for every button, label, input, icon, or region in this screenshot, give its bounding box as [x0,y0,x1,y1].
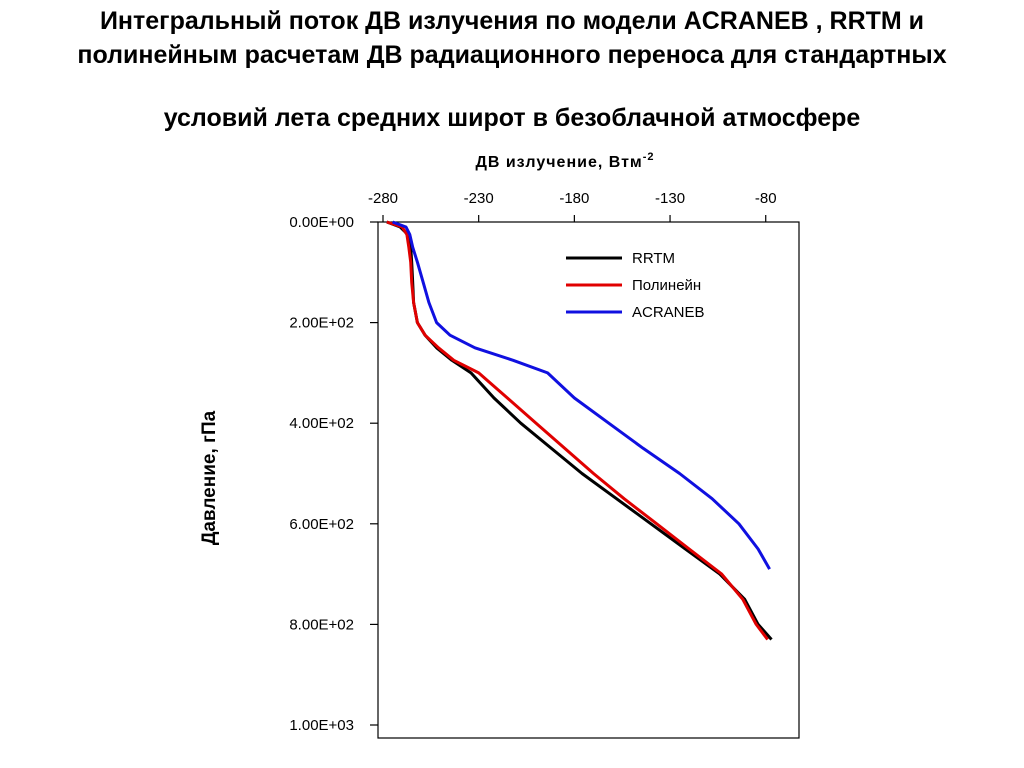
x-tick-label: -230 [464,190,494,207]
x-axis-label-text: ДВ излучение, Втм [475,154,642,171]
legend-label: RRTM [632,250,675,267]
legend-label: Полинейн [632,277,701,294]
y-tick-label: 0.00E+00 [289,214,354,231]
legend: RRTM Полинейн ACRANEB [566,250,705,321]
x-tick-label: -130 [655,190,685,207]
x-tick-label: -80 [755,190,777,207]
y-axis-label: Давление, гПа [199,410,220,545]
x-axis: -280 -230 -180 -130 -80 [368,190,777,222]
chart-title-line-2: полинейным расчетам ДВ радиационного пер… [77,41,947,69]
series-lines [386,220,773,641]
y-axis: 0.00E+00 2.00E+02 4.00E+02 6.00E+02 8.00E+02… [289,214,378,734]
y-tick-label: 6.00E+02 [289,516,354,533]
y-tick-label: 8.00E+02 [289,616,354,633]
plot-frame [377,221,800,739]
x-axis-label-superscript: -2 [643,151,655,163]
x-tick-label: -180 [559,190,589,207]
y-tick-label: 2.00E+02 [289,315,354,332]
x-tick-label: -280 [368,190,398,207]
chart-title-line-3: условий лета средних широт в безоблачной… [163,104,861,132]
y-tick-label: 4.00E+02 [289,415,354,432]
x-axis-label: ДВ излучение, Втм-2 [475,151,654,171]
legend-label: ACRANEB [632,304,705,321]
y-tick-label: 1.00E+03 [289,717,354,734]
series-line-acraneb [392,220,771,570]
series-line-полинейн [386,220,769,641]
chart-title-line-1: Интегральный поток ДВ излучения по модел… [99,7,925,35]
